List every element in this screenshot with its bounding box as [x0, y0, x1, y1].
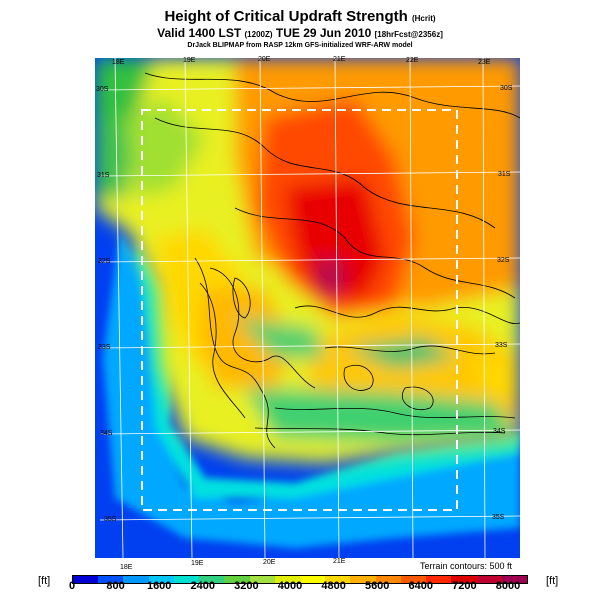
colorbar-swatch: [224, 576, 250, 583]
lat-label-left: 31S: [97, 172, 110, 179]
terrain-contours: [144, 72, 520, 449]
colorbar-tick-label: 800: [106, 580, 125, 592]
map-canvas: [95, 58, 520, 558]
colorbar-swatch: [325, 576, 351, 583]
lat-label-left: 30S: [96, 86, 109, 93]
colorbar-tick-label: 2400: [190, 580, 216, 592]
colorbar-tick-label: 0: [68, 580, 76, 592]
colorbar-swatch: [249, 576, 275, 583]
colorbar-tick-label: 8000: [495, 580, 521, 592]
colorbar-swatch: [451, 576, 477, 583]
colorbar-unit-left: [ft]: [38, 575, 51, 587]
colorbar-swatch: [123, 576, 149, 583]
lat-label-left: 34S: [100, 430, 113, 437]
lat-label-right: 34S: [493, 428, 506, 435]
colorbar-swatch: [400, 576, 427, 583]
colorbar-swatch: [274, 576, 300, 583]
colorbar-swatch: [350, 576, 376, 583]
lon-label-top: 23E: [478, 59, 491, 66]
colorbar-tick-label: 6400: [408, 580, 434, 592]
colorbar-tick-label: 7200: [452, 580, 477, 592]
lon-label-top: 22E: [406, 57, 419, 64]
chart-subtitle: Valid 1400 LST (1200Z) TUE 29 Jun 2010 […: [157, 26, 443, 40]
colorbar-swatch: [426, 576, 452, 583]
colorbar-swatch: [501, 576, 527, 583]
model-credit: DrJack BLIPMAP from RASP 12km GFS-initia…: [187, 42, 413, 49]
lat-label-right: 31S: [498, 171, 511, 178]
inner-domain-box: [141, 109, 458, 511]
colorbar-tick-label: 5600: [364, 580, 390, 592]
terrain-contour-note: Terrain contours: 500 ft: [419, 561, 512, 571]
lat-label-left: 33S: [98, 344, 111, 351]
colorbar-tick-label: 4000: [277, 580, 303, 592]
colorbar: [72, 575, 528, 584]
lon-label-bottom: 19E: [191, 560, 204, 567]
colorbar-swatch: [476, 576, 502, 583]
colorbar-swatch: [98, 576, 124, 583]
lon-label-bottom: 21E: [333, 558, 346, 565]
lon-label-top: 18E: [112, 59, 125, 66]
colorbar-swatch: [73, 576, 99, 583]
lon-label-top: 20E: [258, 56, 271, 63]
lat-label-right: 32S: [497, 257, 510, 264]
lon-label-top: 19E: [183, 57, 196, 64]
lat-label-right: 35S: [492, 514, 505, 521]
forecast-map: [95, 58, 520, 558]
lat-label-left: 35S: [104, 516, 117, 523]
colorbar-swatch: [299, 576, 326, 583]
lon-label-bottom: 18E: [120, 564, 133, 571]
colorbar-tick-label: 4800: [321, 580, 346, 592]
colorbar-swatch: [173, 576, 200, 583]
colorbar-swatch: [199, 576, 225, 583]
chart-title: Height of Critical Updraft Strength (Hcr…: [164, 8, 436, 25]
colorbar-tick-label: 1600: [146, 580, 172, 592]
lon-label-top: 21E: [333, 56, 346, 63]
lat-label-right: 33S: [495, 342, 508, 349]
colorbar-swatch: [375, 576, 401, 583]
colorbar-tick-label: 3200: [234, 580, 259, 592]
lon-label-bottom: 20E: [263, 559, 276, 566]
lat-label-left: 32S: [98, 258, 111, 265]
coastal-shelf: [103, 233, 520, 548]
colorbar-swatch: [148, 576, 174, 583]
lat-lon-grid: [99, 58, 520, 558]
colorbar-unit-right: [ft]: [546, 575, 559, 587]
lat-label-right: 30S: [500, 85, 513, 92]
